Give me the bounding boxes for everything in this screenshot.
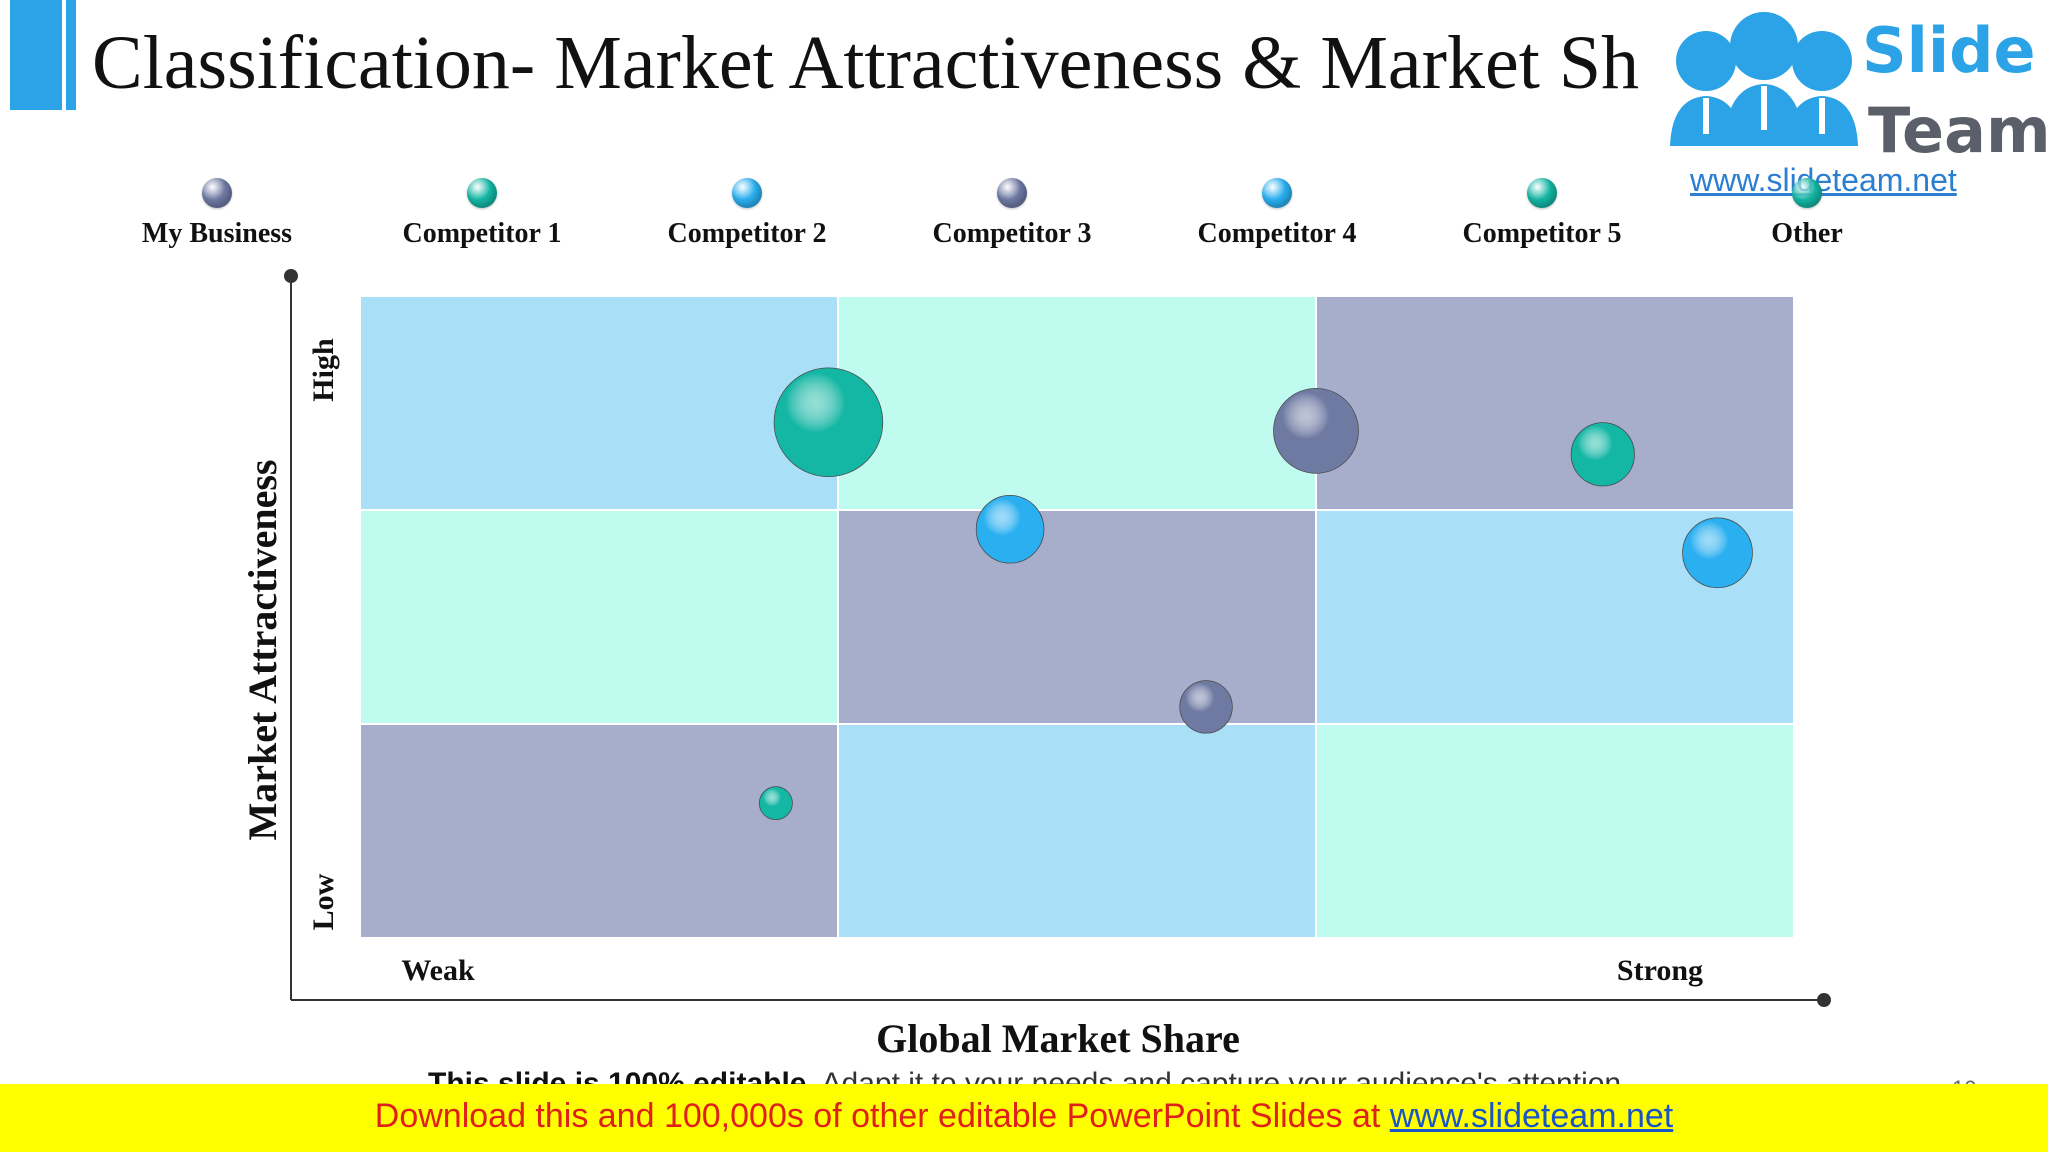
- legend-item: Competitor 2: [647, 178, 847, 250]
- bubble-highlight: [774, 368, 883, 477]
- footer-note-bold: This slide is 100% editable.: [428, 1067, 815, 1084]
- matrix-cell: [837, 723, 1317, 939]
- y-axis-title: Market Attractiveness: [240, 460, 285, 841]
- bubble-highlight: [1682, 518, 1753, 588]
- legend-dot-icon: [467, 178, 497, 208]
- legend-label: Competitor 4: [1197, 218, 1357, 249]
- legend-label: Competitor 3: [932, 218, 1092, 249]
- title-accent-bar: [10, 0, 62, 110]
- footer-note-text: Adapt it to your needs and capture your …: [821, 1067, 1630, 1084]
- slide-title: Classification- Market Attractiveness & …: [92, 21, 1732, 105]
- bubble-highlight: [759, 786, 793, 820]
- legend-item: My Business: [117, 178, 317, 250]
- matrix-cell: [359, 295, 839, 511]
- download-banner[interactable]: Download this and 100,000s of other edit…: [0, 1084, 2048, 1152]
- bubble-matrix-chart: Weak Strong High Low Global Market Share Mark…: [240, 269, 1831, 1061]
- matrix-cell: [359, 509, 839, 725]
- bubble-highlight: [976, 495, 1044, 563]
- x-tick-label-strong: Strong: [1617, 954, 1703, 987]
- bubble-highlight: [1180, 680, 1232, 733]
- legend-dot-icon: [1527, 178, 1557, 208]
- legend-label: Competitor 1: [402, 218, 562, 249]
- matrix-cell: [1315, 723, 1795, 939]
- footer-note: This slide is 100% editable. Adapt it to…: [428, 1062, 1629, 1084]
- legend-item: Competitor 3: [912, 178, 1112, 250]
- legend-label: Other: [1771, 218, 1843, 249]
- legend-dot-icon: [1262, 178, 1292, 208]
- logo-word-slide: Slide: [1862, 14, 2036, 87]
- legend-dot-icon: [997, 178, 1027, 208]
- y-tick-label-low: Low: [307, 873, 340, 930]
- people-logo-icon: [1670, 12, 1858, 146]
- legend-item: Competitor 1: [382, 178, 582, 250]
- bubble-highlight: [1273, 388, 1359, 473]
- legend-dot-icon: [202, 178, 232, 208]
- legend-item: Competitor 4: [1177, 178, 1377, 250]
- banner-link[interactable]: www.slideteam.net: [1389, 1097, 1674, 1135]
- banner-text: Download this and 100,000s of other edit…: [0, 1094, 2048, 1138]
- logo-word-team: Team: [1868, 94, 2048, 167]
- legend-label: Competitor 2: [667, 218, 827, 249]
- legend-item: Other: [1707, 178, 1907, 250]
- legend-dot-icon: [1792, 178, 1822, 208]
- matrix-cell: [837, 509, 1317, 725]
- matrix-cell: [359, 723, 839, 939]
- banner-message: Download this and 100,000s of other edit…: [374, 1097, 1381, 1135]
- title-accent-stripe: [66, 0, 76, 110]
- y-tick-label-high: High: [307, 338, 340, 402]
- x-tick-label-weak: Weak: [401, 954, 475, 987]
- matrix-cell: [837, 295, 1317, 511]
- logo-url-link[interactable]: www.slideteam.net: [1690, 162, 1957, 198]
- page-number: 10: [1952, 1074, 1976, 1084]
- legend-label: My Business: [141, 218, 293, 249]
- legend-label: Competitor 5: [1462, 218, 1622, 249]
- slideteam-logo[interactable]: Slide Team www.slideteam.net: [1640, 0, 2048, 198]
- x-axis-title: Global Market Share: [876, 1016, 1240, 1061]
- bubble-highlight: [1571, 423, 1635, 486]
- legend-dot-icon: [732, 178, 762, 208]
- matrix-cell: [1315, 295, 1795, 511]
- legend-item: Competitor 5: [1442, 178, 1642, 250]
